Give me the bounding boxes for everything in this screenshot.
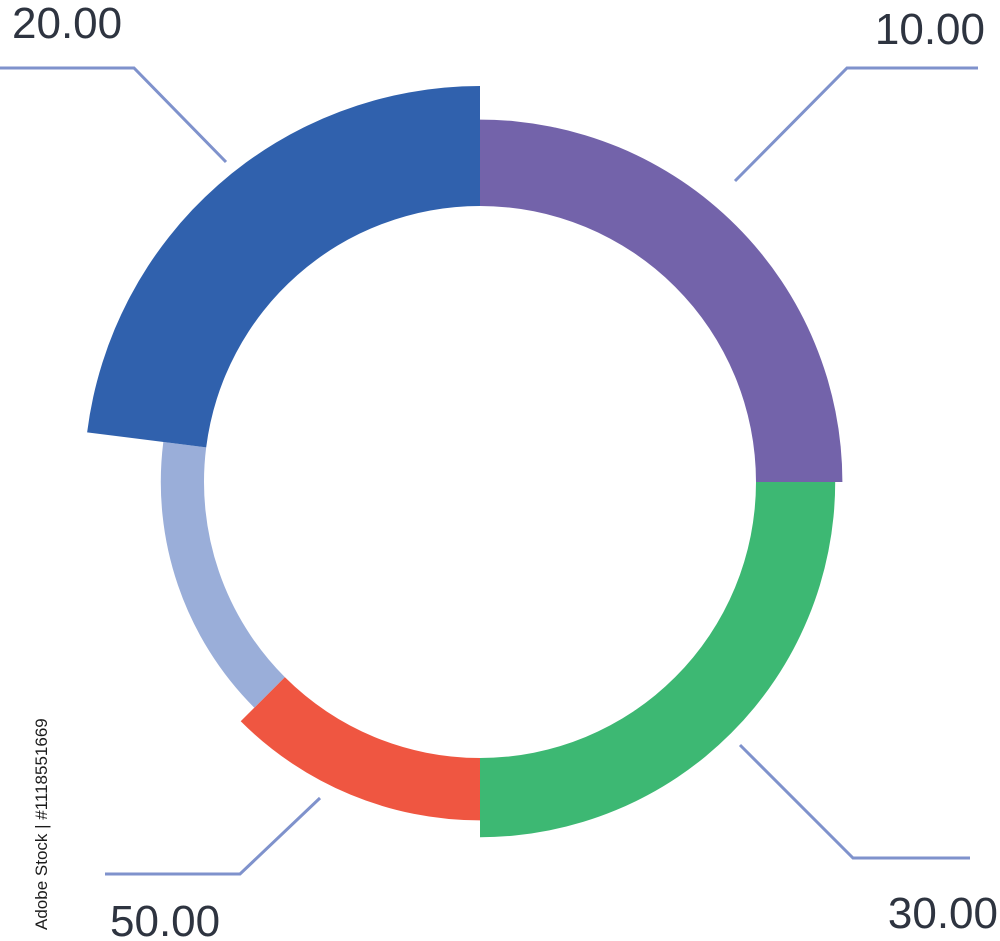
slice-label-bottom-right: 30.00 [888, 889, 998, 938]
leader-line-top-left [0, 66, 228, 164]
slice-label-bottom-left: 50.00 [110, 897, 220, 941]
donut-slice-2 [480, 482, 836, 838]
stock-id-text: Adobe Stock | #1118551669 [32, 718, 51, 930]
slice-label-top-left: 20.00 [12, 0, 122, 48]
donut-slice-5 [87, 86, 480, 448]
donut-slice-4 [160, 441, 285, 708]
leader-line-bottom-right [738, 743, 970, 860]
stock-watermark: Adobe Stock | #1118551669 [6, 700, 51, 930]
donut-slice-1 [480, 119, 843, 482]
slice-label-top-right: 10.00 [875, 5, 985, 54]
leader-line-bottom-left [105, 796, 322, 876]
donut-slice-3 [240, 677, 480, 821]
leader-line-top-right [733, 66, 978, 183]
